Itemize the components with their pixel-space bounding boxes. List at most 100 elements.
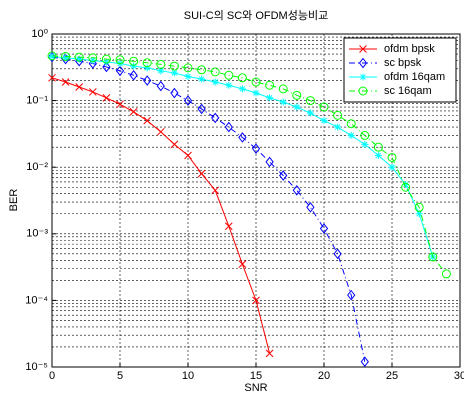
marker: [170, 87, 179, 99]
marker: [157, 67, 165, 75]
marker: [441, 269, 451, 279]
marker: [198, 75, 206, 83]
marker: [142, 58, 152, 68]
marker: [156, 80, 165, 92]
marker: [211, 186, 220, 195]
chart-title: SUI-C의 SC와 OFDM성능비교: [184, 9, 328, 22]
marker: [360, 356, 369, 368]
marker: [116, 100, 124, 109]
x-tick-label: 15: [250, 370, 262, 382]
marker: [61, 51, 71, 61]
marker: [129, 56, 139, 66]
y-tick-label: 10⁻⁴: [25, 294, 48, 306]
legend-label: sc bpsk: [384, 57, 422, 69]
marker: [211, 112, 220, 124]
marker: [346, 119, 356, 129]
marker: [251, 77, 261, 87]
marker: [388, 163, 396, 171]
marker: [89, 57, 97, 65]
plot-frame: [51, 33, 461, 368]
marker: [266, 94, 274, 102]
marker: [62, 54, 70, 62]
marker: [102, 58, 110, 66]
marker: [47, 51, 57, 61]
marker: [305, 96, 315, 106]
x-tick-label: 25: [386, 370, 398, 382]
series-line: [51, 55, 447, 275]
marker: [293, 103, 301, 111]
marker: [143, 64, 151, 72]
marker: [252, 89, 260, 97]
x-tick-label: 20: [318, 370, 330, 382]
marker: [184, 151, 192, 160]
marker: [224, 222, 233, 231]
legend-marker: [358, 86, 368, 96]
marker: [102, 93, 111, 102]
x-tick-label: 5: [117, 370, 123, 382]
marker: [333, 110, 343, 120]
marker: [115, 65, 125, 77]
marker: [428, 252, 438, 262]
legend-label: sc 16qam: [384, 85, 432, 97]
x-tick-label: 0: [49, 370, 55, 382]
marker: [306, 201, 315, 213]
marker: [88, 88, 97, 96]
marker: [170, 140, 179, 149]
series-line: [51, 56, 366, 362]
marker: [278, 84, 288, 94]
marker: [143, 116, 152, 125]
marker: [224, 70, 234, 80]
marker: [130, 62, 138, 70]
marker: [415, 210, 423, 218]
y-tick-label: 10⁻³: [26, 228, 48, 240]
marker: [48, 52, 56, 60]
marker: [115, 55, 125, 65]
marker: [129, 69, 138, 81]
marker: [197, 103, 206, 115]
marker: [197, 65, 207, 75]
legend-label: ofdm bpsk: [384, 43, 435, 55]
x-axis-label: SNR: [244, 382, 267, 394]
marker: [387, 152, 397, 162]
marker: [279, 98, 287, 106]
marker: [265, 156, 274, 168]
x-tick-label: 10: [182, 370, 194, 382]
marker: [292, 90, 302, 100]
marker: [170, 69, 178, 77]
marker: [75, 83, 84, 91]
marker: [211, 78, 219, 86]
marker: [374, 151, 382, 159]
y-tick-label: 10⁰: [31, 28, 48, 40]
marker: [347, 131, 355, 139]
marker: [169, 61, 179, 71]
marker: [238, 85, 246, 93]
legend-label: ofdm 16qam: [384, 71, 445, 83]
legend-marker: [358, 57, 368, 69]
marker: [306, 109, 314, 117]
marker: [252, 296, 260, 305]
marker: [224, 121, 233, 133]
marker: [265, 349, 274, 358]
y-tick-label: 10⁻¹: [26, 95, 48, 107]
marker: [156, 127, 165, 136]
marker: [143, 75, 152, 86]
marker: [101, 54, 111, 64]
legend-marker: [359, 45, 367, 53]
marker: [401, 182, 411, 192]
marker: [184, 73, 192, 81]
marker: [48, 73, 56, 82]
marker: [360, 130, 370, 140]
marker: [319, 223, 329, 234]
marker: [238, 132, 247, 143]
marker: [156, 59, 166, 69]
marker: [319, 102, 329, 112]
marker: [210, 67, 220, 77]
y-tick-label: 10⁻⁵: [25, 361, 48, 373]
marker: [74, 52, 84, 62]
y-axis-label: BER: [8, 189, 20, 212]
marker: [197, 169, 206, 178]
marker: [334, 123, 342, 131]
marker: [361, 140, 369, 148]
marker: [373, 142, 383, 152]
